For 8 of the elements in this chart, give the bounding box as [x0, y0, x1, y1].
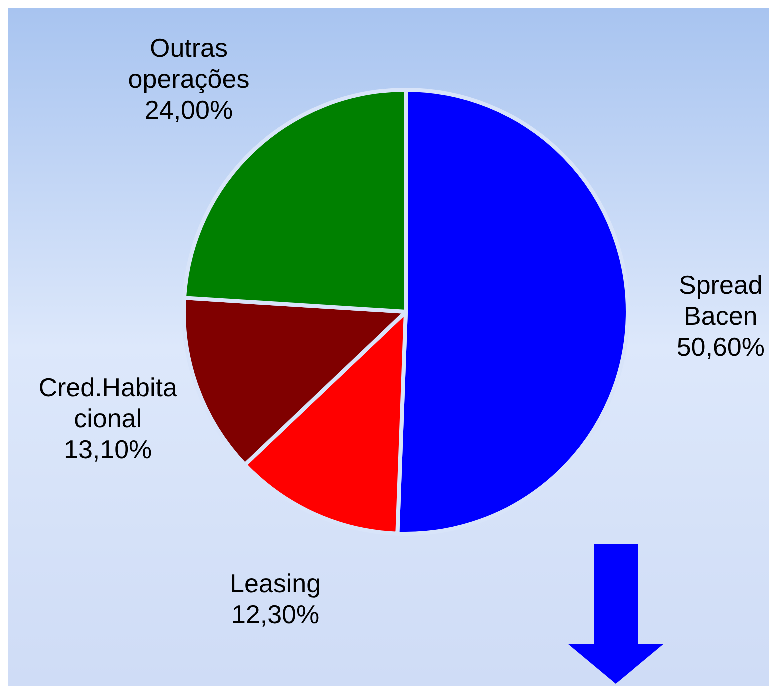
slice-label: Spread Bacen: [678, 270, 763, 332]
slice-label: Outras operações: [128, 33, 250, 94]
data-label: 24,00%: [144, 95, 234, 126]
data-label: 13,10%: [64, 434, 152, 464]
data-label: 12,30%: [231, 600, 320, 630]
slice-label: Leasing: [230, 568, 322, 599]
data-label: 50,60%: [676, 332, 766, 362]
slice-label: Cred.Habitacional: [38, 372, 178, 434]
